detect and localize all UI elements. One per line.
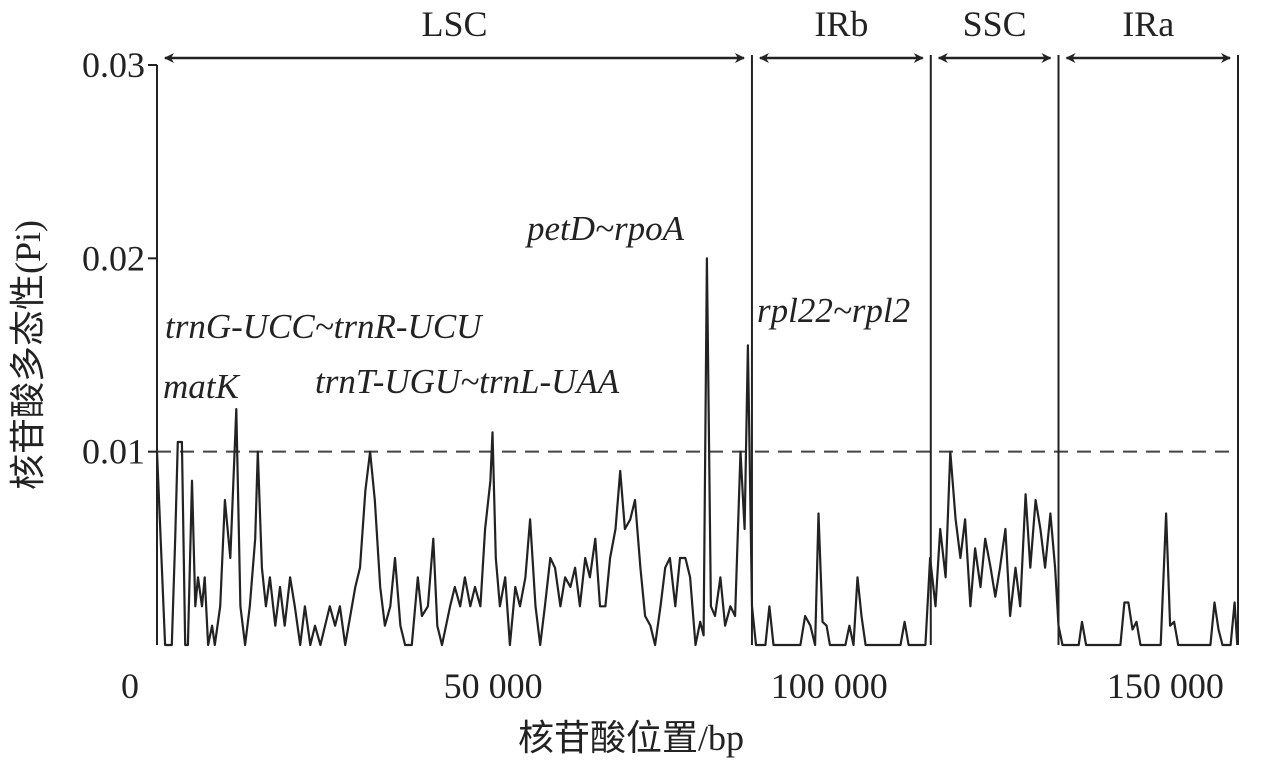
region-label: SSC bbox=[963, 4, 1027, 44]
y-tick-label: 0.02 bbox=[82, 238, 145, 278]
x-tick-label: 150 000 bbox=[1107, 666, 1224, 706]
annotation: trnG-UCC~trnR-UCU bbox=[165, 307, 484, 346]
annotation: rpl22~rpl2 bbox=[757, 291, 910, 330]
x-tick-label: 100 000 bbox=[771, 666, 888, 706]
x-axis-label: 核苷酸位置/bp bbox=[518, 718, 744, 758]
x-tick-label: 50 000 bbox=[444, 666, 543, 706]
region-label: IRb bbox=[814, 4, 868, 44]
pi-line bbox=[155, 257, 1239, 647]
y-tick-label: 0.01 bbox=[82, 432, 145, 472]
x-tick-label: 0 bbox=[121, 666, 139, 706]
y-tick-label: 0.03 bbox=[82, 45, 145, 85]
annotation: trnT-UGU~trnL-UAA bbox=[315, 362, 620, 401]
annotation: petD~rpoA bbox=[524, 209, 685, 248]
annotation: matK bbox=[163, 367, 241, 406]
region-label: LSC bbox=[421, 4, 487, 44]
region-label: IRa bbox=[1122, 4, 1174, 44]
y-axis-label: 核苷酸多态性(Pi) bbox=[8, 220, 48, 490]
